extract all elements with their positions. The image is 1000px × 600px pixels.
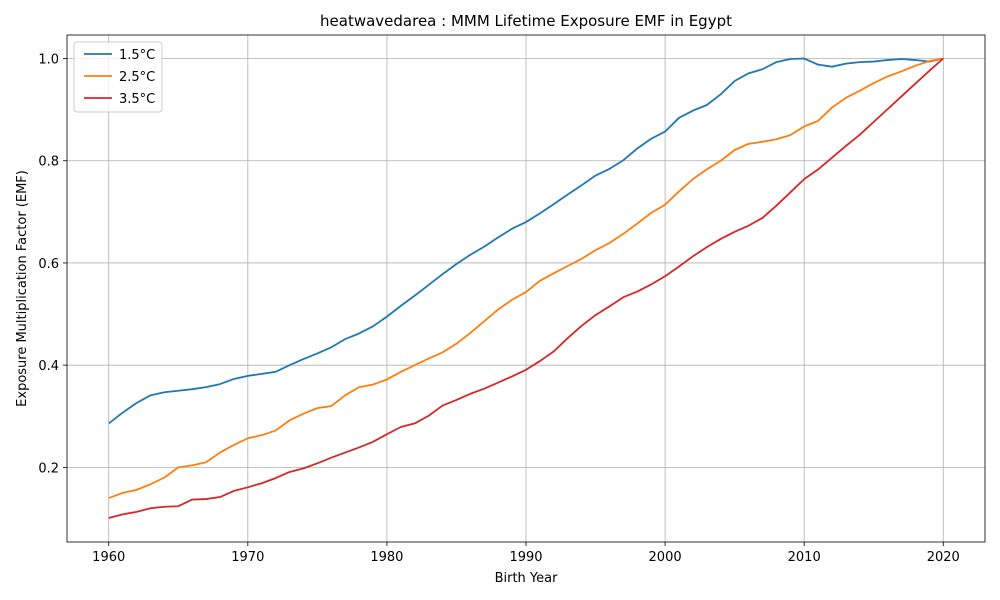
series-line-2-5c: [108, 57, 944, 499]
x-tick-label: 2000: [649, 550, 682, 565]
x-tick-label: 2020: [927, 550, 960, 565]
series-line-3-5c: [108, 57, 944, 519]
y-tick-label: 0.4: [38, 359, 59, 374]
grid-lines: [67, 35, 985, 542]
legend-label-1-5c: 1.5°C: [119, 48, 155, 63]
y-axis-label: Exposure Multiplication Factor (EMF): [15, 170, 30, 407]
legend-label-2-5c: 2.5°C: [119, 70, 155, 85]
x-tick-label: 1970: [231, 550, 264, 565]
y-tick-label: 0.8: [38, 155, 59, 170]
legend: 1.5°C 2.5°C 3.5°C: [73, 41, 163, 113]
y-tick-label: 1.0: [38, 53, 59, 68]
x-tick-label: 1990: [509, 550, 542, 565]
x-tick-label: 2010: [788, 550, 821, 565]
legend-frame: [73, 41, 163, 113]
x-axis-label: Birth Year: [495, 571, 559, 586]
series-line-1-5c: [108, 57, 944, 425]
x-tick-label: 1980: [370, 550, 403, 565]
chart-title: heatwavedarea : MMM Lifetime Exposure EM…: [320, 12, 732, 30]
y-axis-ticks: 0.2 0.4 0.6 0.8 1.0: [38, 53, 67, 476]
series-lines: [108, 57, 944, 519]
y-tick-label: 0.2: [38, 461, 59, 476]
x-tick-label: 1960: [92, 550, 125, 565]
y-tick-label: 0.6: [38, 257, 59, 272]
legend-label-3-5c: 3.5°C: [119, 92, 155, 107]
x-axis-ticks: 1960 1970 1980 1990 2000 2010 2020: [92, 542, 960, 565]
